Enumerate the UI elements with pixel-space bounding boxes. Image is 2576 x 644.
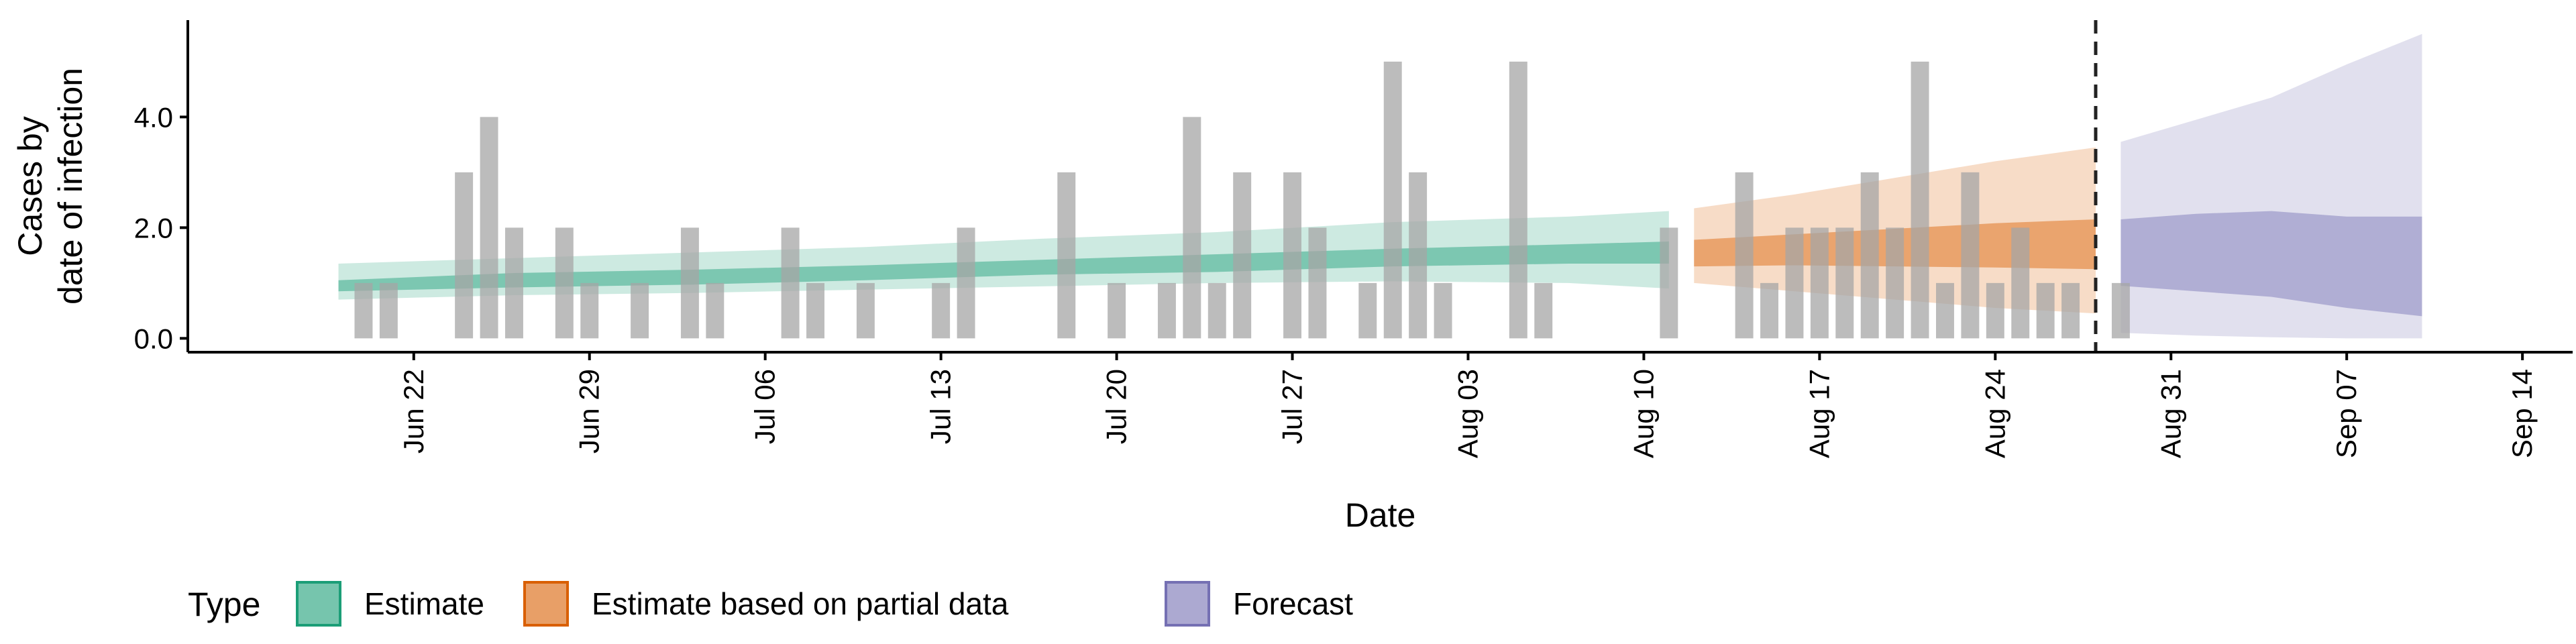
estimate-inner-band — [338, 241, 1669, 292]
case-bar — [1283, 172, 1301, 339]
x-axis-ticks: Jun 22 Jun 29 Jul 06 Jul 13 Jul 20 Jul 27 Aug … — [398, 352, 2538, 458]
x-tick-label: Aug 10 — [1627, 369, 1659, 458]
case-bar — [455, 172, 474, 339]
axes: 0.0 2.0 4.0 Jun 22 Jun 29 Jul 06 Jul 13 Jul 20… — [134, 20, 2573, 458]
legend-label: Estimate — [364, 586, 484, 621]
case-bar — [1860, 172, 1879, 339]
case-bar — [354, 282, 373, 339]
y-axis-title: Cases by date of infection — [11, 68, 89, 305]
legend-label: Forecast — [1233, 586, 1353, 621]
case-bar — [1383, 61, 1402, 339]
x-tick-label: Sep 07 — [2330, 369, 2362, 458]
case-bar — [1157, 282, 1176, 339]
x-tick-label: Jul 20 — [1101, 369, 1132, 444]
forecast-inner-band — [2121, 211, 2422, 317]
case-bar — [932, 282, 951, 339]
case-bar — [1810, 227, 1829, 339]
case-bar — [856, 282, 875, 339]
y-tick-label: 0.0 — [134, 323, 173, 354]
x-tick-label: Aug 31 — [2155, 369, 2186, 458]
case-bar — [1233, 172, 1252, 339]
case-bar — [555, 227, 574, 339]
y-axis-ticks: 0.0 2.0 4.0 — [134, 101, 188, 354]
case-bar — [1509, 61, 1527, 339]
case-bar — [631, 282, 649, 339]
case-bar — [706, 282, 724, 339]
case-bar — [1208, 282, 1226, 339]
legend-key-estimate-based-on-partial-data — [523, 581, 569, 627]
case-bar — [1308, 227, 1327, 339]
x-tick-label: Jun 29 — [574, 369, 605, 453]
y-tick-label: 4.0 — [134, 101, 173, 133]
case-bar — [806, 282, 824, 339]
case-bar — [580, 282, 599, 339]
case-bar — [1108, 282, 1126, 339]
case-bar — [1785, 227, 1804, 339]
case-bar — [781, 227, 800, 339]
case-bar — [1986, 282, 2004, 339]
legend-title: Type — [188, 586, 260, 623]
x-tick-label: Sep 14 — [2506, 369, 2538, 458]
y-tick-label: 2.0 — [134, 212, 173, 244]
x-tick-label: Aug 17 — [1803, 369, 1835, 458]
x-tick-label: Jul 06 — [749, 369, 781, 444]
legend-label: Estimate based on partial data — [592, 586, 1009, 621]
ribbon-layer — [338, 34, 2422, 339]
y-axis-title-line: Cases by — [11, 116, 49, 256]
case-bar — [1961, 172, 1980, 339]
case-bar — [1057, 172, 1076, 339]
case-bar — [2111, 282, 2130, 339]
case-bar — [1735, 172, 1754, 339]
case-bar — [1660, 227, 1678, 339]
case-bar — [379, 282, 398, 339]
case-bar — [2036, 282, 2055, 339]
x-tick-label: Aug 24 — [1979, 369, 2010, 458]
bar-layer — [354, 61, 2130, 339]
legend: Type Estimate Estimate based on partial da… — [188, 581, 1353, 627]
case-bar — [680, 227, 699, 339]
x-tick-label: Jun 22 — [398, 369, 429, 453]
y-axis-title-line: date of infection — [52, 68, 89, 305]
case-bar — [1936, 282, 1954, 339]
case-bar — [1911, 61, 1929, 339]
x-tick-label: Aug 03 — [1452, 369, 1483, 458]
legend-key-estimate — [296, 581, 341, 627]
case-bar — [505, 227, 523, 339]
case-bar — [1534, 282, 1553, 339]
case-bar — [1409, 172, 1428, 339]
legend-key-forecast — [1165, 581, 1210, 627]
case-bar — [480, 117, 498, 339]
x-tick-label: Jul 13 — [925, 369, 957, 444]
x-tick-label: Jul 27 — [1277, 369, 1308, 444]
case-bar — [1358, 282, 1377, 339]
case-bar — [1835, 227, 1854, 339]
estimate-outer-band — [338, 211, 1669, 300]
case-bar — [1183, 117, 1201, 339]
case-bar — [1434, 282, 1452, 339]
case-bar — [2061, 282, 2080, 339]
case-bar — [1760, 282, 1778, 339]
case-bar — [957, 227, 975, 339]
x-axis-title: Date — [1345, 496, 1416, 534]
case-bar — [2011, 227, 2030, 339]
case-bar — [1886, 227, 1904, 339]
forecast-outer-band — [2121, 34, 2422, 339]
